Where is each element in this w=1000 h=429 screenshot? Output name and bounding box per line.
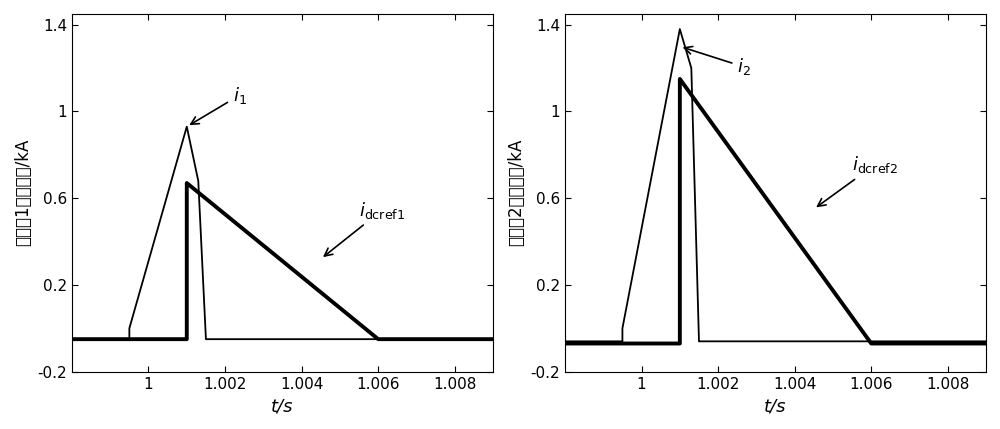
Text: $i_1$: $i_1$ [191,85,247,124]
Text: $i_2$: $i_2$ [684,46,751,78]
Text: $i_{\mathrm{dcref2}}$: $i_{\mathrm{dcref2}}$ [818,154,898,206]
X-axis label: t/s: t/s [271,397,294,415]
Y-axis label: 换流剹2输出电流/kA: 换流剹2输出电流/kA [507,139,525,247]
X-axis label: t/s: t/s [764,397,787,415]
Text: $i_{\mathrm{dcref1}}$: $i_{\mathrm{dcref1}}$ [324,199,405,256]
Y-axis label: 换流剹1输出电流/kA: 换流剹1输出电流/kA [14,139,32,247]
